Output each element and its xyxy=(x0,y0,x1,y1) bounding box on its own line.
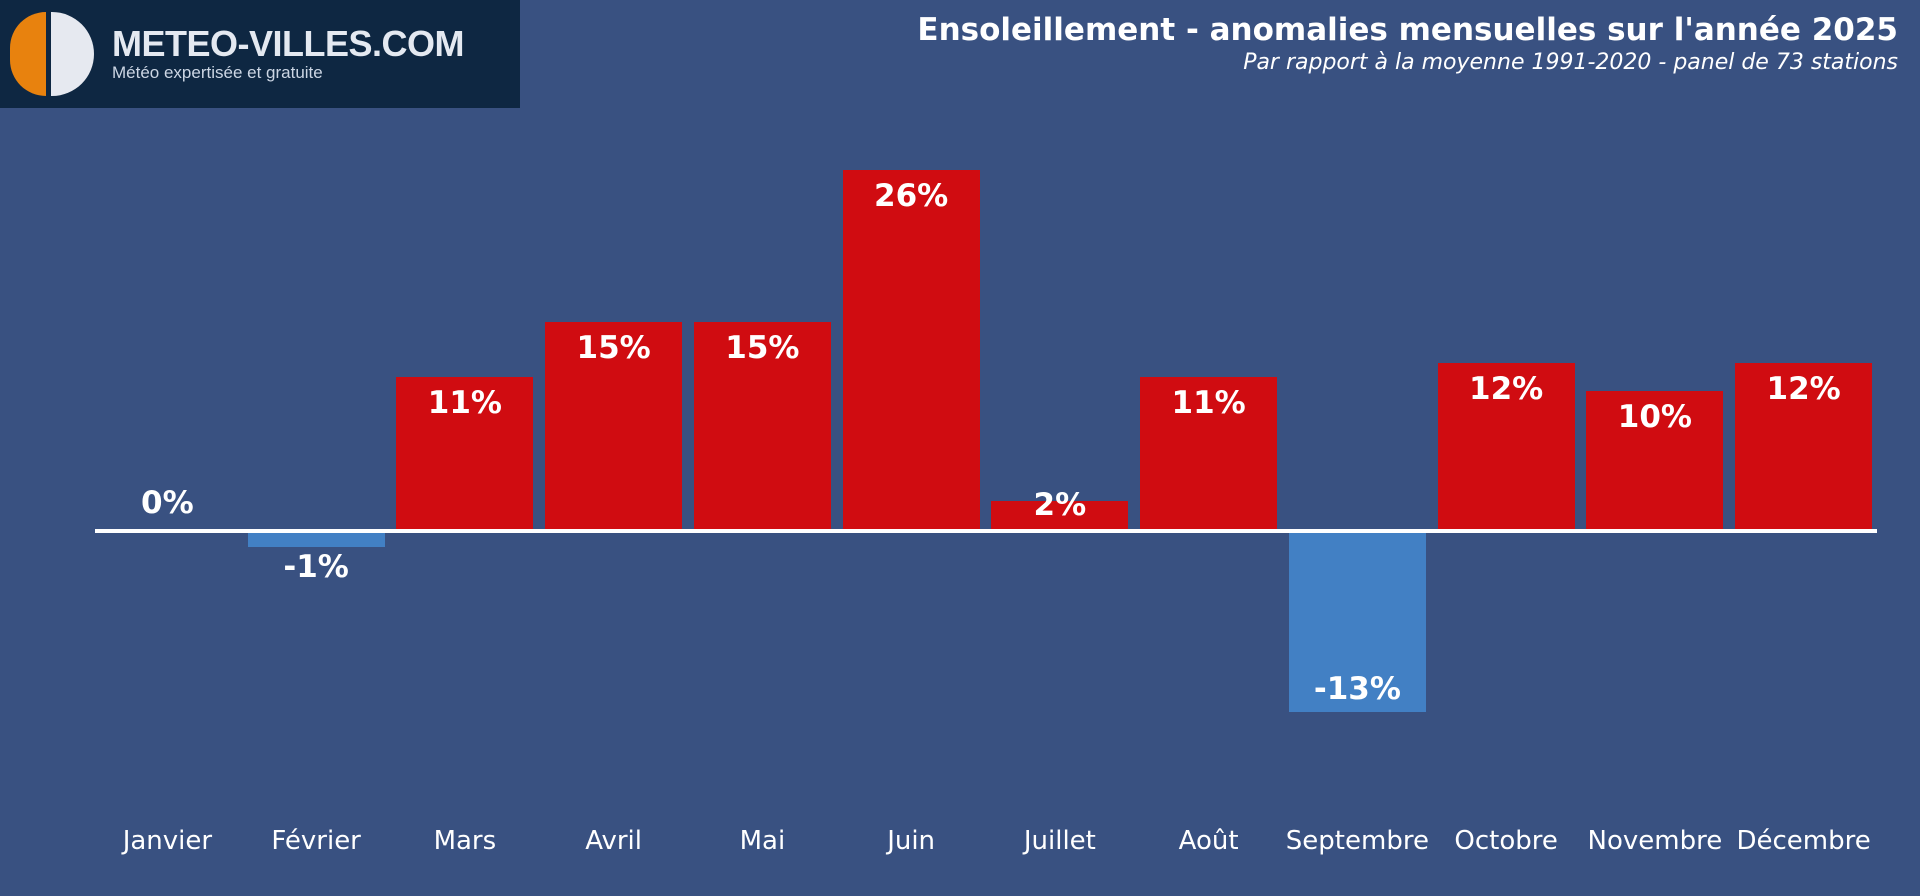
bar-aout: 11% xyxy=(1140,377,1278,529)
month-label-novembre: Novembre xyxy=(1587,826,1723,856)
value-label-mars: 11% xyxy=(427,385,502,422)
bar-mai: 15% xyxy=(693,322,831,529)
value-label-septembre: -13% xyxy=(1313,671,1401,708)
chart-subtitle: Par rapport à la moyenne 1991-2020 - pan… xyxy=(1243,50,1898,75)
logo: METEO-VILLES.COM Météo expertisée et gra… xyxy=(0,0,520,108)
value-label-janvier: 0% xyxy=(141,485,194,521)
chart-header: Ensoleillement - anomalies mensuelles su… xyxy=(917,12,1898,76)
month-label-mai: Mai xyxy=(739,826,786,856)
bar-mars: 11% xyxy=(396,377,534,529)
value-label-novembre: 10% xyxy=(1617,399,1692,435)
month-label-aout: Août xyxy=(1178,826,1239,856)
month-label-fevrier: Février xyxy=(271,826,361,856)
month-label-mars: Mars xyxy=(433,826,497,856)
value-label-octobre: 12% xyxy=(1469,371,1544,408)
bar-juillet: 2% xyxy=(991,489,1129,529)
month-label-septembre: Septembre xyxy=(1285,826,1429,856)
bar-juin: 26% xyxy=(842,170,980,529)
value-label-juillet: 2% xyxy=(1033,487,1087,524)
bar-septembre: -13% xyxy=(1288,533,1426,713)
month-label-decembre: Décembre xyxy=(1736,826,1871,856)
month-label-avril: Avril xyxy=(585,826,643,856)
month-label-octobre: Octobre xyxy=(1454,826,1558,856)
bar-fevrier: -1% xyxy=(247,533,385,583)
value-label-mai: 15% xyxy=(725,330,800,366)
chart-title: Ensoleillement - anomalies mensuelles su… xyxy=(917,12,1898,48)
value-label-fevrier: -1% xyxy=(283,548,349,585)
logo-text: METEO-VILLES.COM Météo expertisée et gra… xyxy=(112,23,465,83)
month-label-juin: Juin xyxy=(887,826,936,856)
value-label-juin: 26% xyxy=(874,178,949,215)
bar-avril: 15% xyxy=(545,322,683,529)
brand-name: METEO-VILLES.COM xyxy=(112,23,465,64)
value-label-avril: 15% xyxy=(576,330,651,366)
bar-octobre: 12% xyxy=(1437,363,1575,529)
bar-decembre: 12% xyxy=(1735,363,1873,529)
x-axis-labels: Janvier Février Mars Avril Mai Juin Juillet Aoû… xyxy=(0,824,1920,864)
value-label-decembre: 12% xyxy=(1766,371,1841,408)
value-label-aout: 11% xyxy=(1171,385,1246,422)
bar-novembre: 10% xyxy=(1586,391,1724,529)
brand-tagline: Météo expertisée et gratuite xyxy=(112,63,323,82)
month-label-janvier: Janvier xyxy=(122,826,213,856)
month-label-juillet: Juillet xyxy=(1023,826,1096,856)
zero-baseline xyxy=(95,529,1877,533)
meteo-villes-logo-icon xyxy=(10,11,96,97)
